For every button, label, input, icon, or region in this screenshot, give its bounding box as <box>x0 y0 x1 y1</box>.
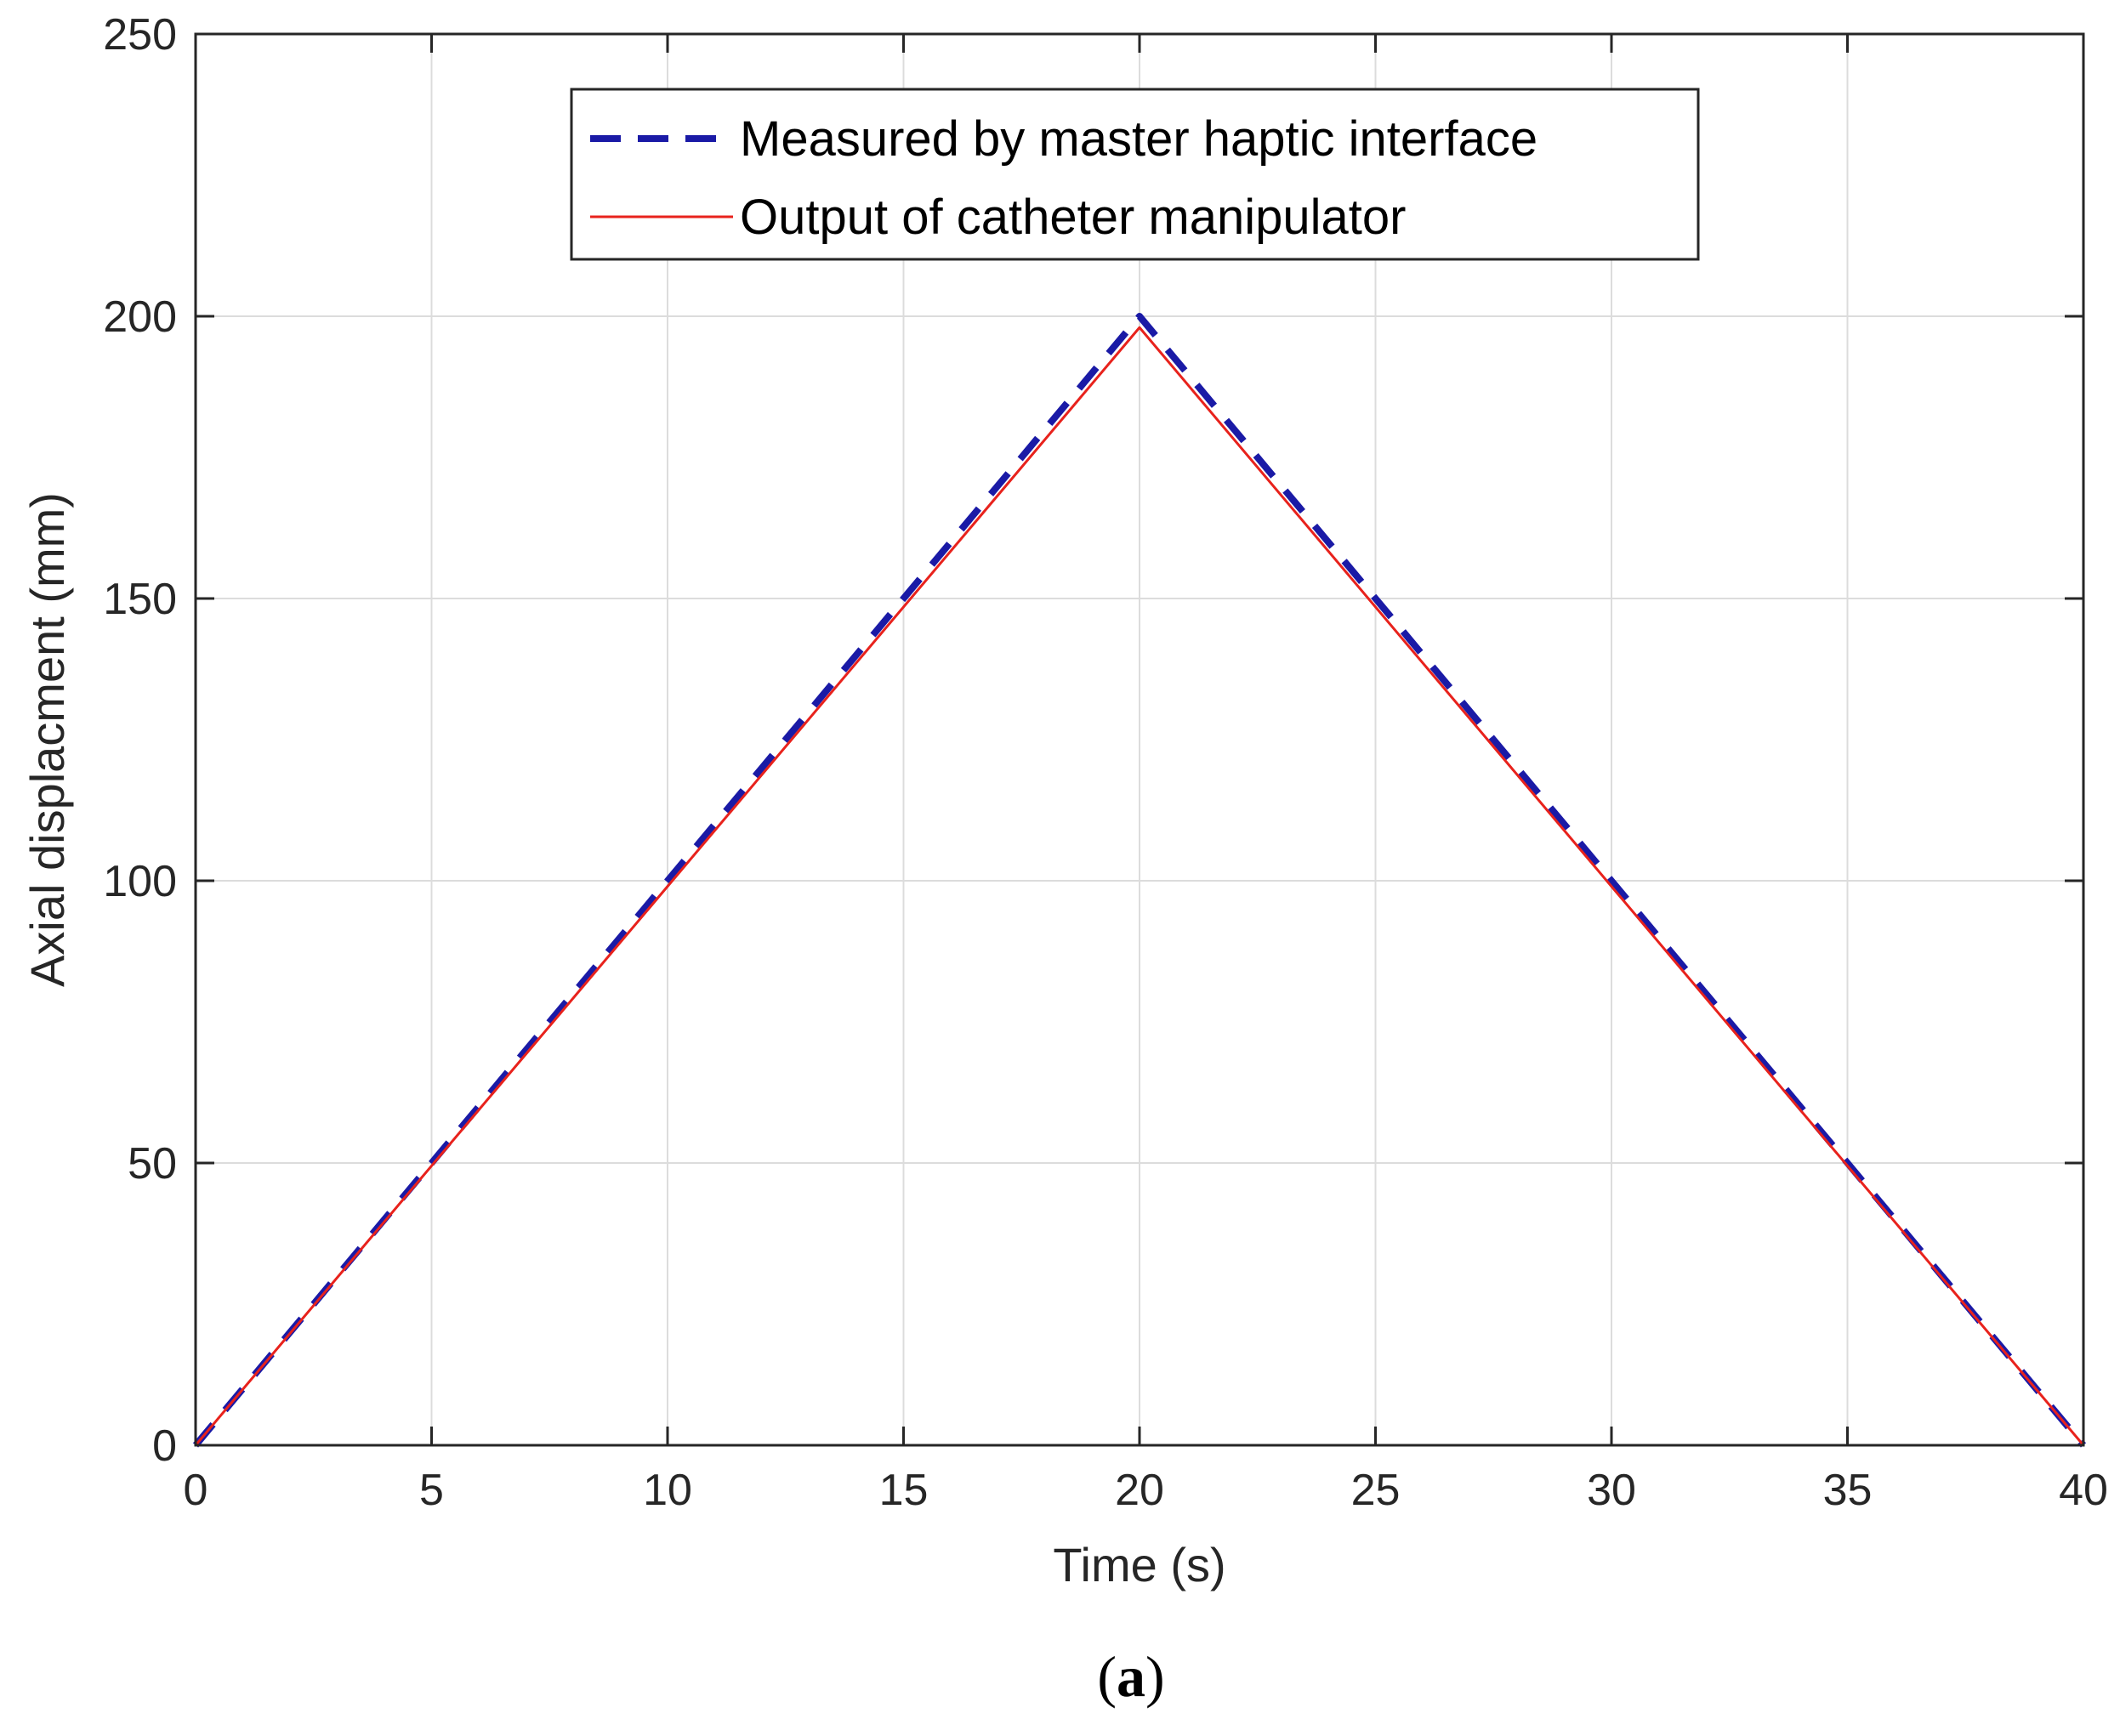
caption-open-paren: ( <box>1097 1644 1117 1709</box>
series-line-measured <box>192 313 2087 1448</box>
x-tick-label: 25 <box>1351 1466 1401 1515</box>
x-tick-label: 15 <box>879 1466 929 1515</box>
legend: Measured by master haptic interface Outp… <box>570 88 1700 261</box>
caption-letter: a <box>1117 1644 1145 1709</box>
x-tick-label: 0 <box>184 1466 208 1515</box>
x-axis-label: Time (s) <box>1053 1538 1225 1591</box>
legend-label-output: Output of catheter manipulator <box>740 190 1406 245</box>
x-tick-label: 10 <box>643 1466 692 1515</box>
y-tick-label: 150 <box>103 575 177 624</box>
series-layer <box>192 313 2087 1448</box>
legend-label-measured: Measured by master haptic interface <box>740 111 1537 167</box>
series-line-output <box>194 326 2085 1446</box>
caption-close-paren: ) <box>1145 1644 1165 1709</box>
x-tick-label: 5 <box>419 1466 444 1515</box>
y-tick-label: 250 <box>103 10 177 60</box>
x-tick-label: 30 <box>1587 1466 1636 1515</box>
x-tick-label: 20 <box>1115 1466 1164 1515</box>
y-tick-label: 200 <box>103 292 177 342</box>
ticks <box>194 32 2085 1447</box>
figure-caption: (a) <box>1097 1644 1164 1709</box>
y-axis-label: Axial displacment (mm) <box>20 492 74 987</box>
x-tick-label: 35 <box>1823 1466 1873 1515</box>
legend-box <box>570 88 1700 261</box>
tick-labels: 0 5 10 15 20 25 30 35 40 0 50 100 150 200 250 <box>103 10 2108 1515</box>
y-tick-label: 0 <box>152 1421 177 1471</box>
y-tick-label: 50 <box>128 1139 177 1189</box>
y-tick-label: 100 <box>103 857 177 906</box>
x-tick-label: 40 <box>2059 1466 2108 1515</box>
